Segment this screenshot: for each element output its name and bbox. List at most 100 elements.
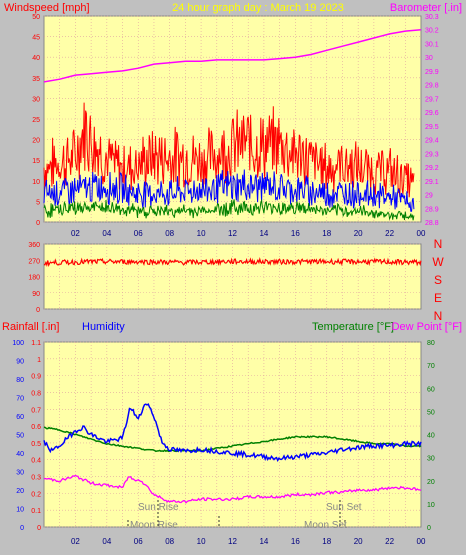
x-tick-label: 18 — [322, 537, 331, 546]
x-tick-label: 18 — [322, 229, 331, 238]
baro-tick-label: 29.1 — [425, 179, 439, 186]
compass-label: W — [432, 255, 444, 269]
baro-tick-label: 29.3 — [425, 151, 439, 158]
moonrise-label: Moon Rise — [130, 520, 178, 531]
baro-tick-label: 30.3 — [425, 14, 439, 21]
wind-tick-label: 30 — [32, 96, 40, 103]
x-tick-label: 02 — [71, 229, 80, 238]
climate-axes: 010203040506070809010000.10.20.30.40.50.… — [12, 340, 435, 546]
x-tick-label: 14 — [259, 537, 268, 546]
direction-tick-label: 270 — [28, 258, 40, 265]
wind-low-line — [43, 198, 415, 221]
sunset-label: Sun Set — [326, 502, 362, 513]
rain-tick-label: 1.1 — [31, 340, 41, 347]
x-tick-label: 20 — [354, 537, 363, 546]
x-tick-label: 06 — [134, 537, 143, 546]
humidity-tick-label: 70 — [16, 396, 24, 403]
baro-tick-label: 28.9 — [425, 206, 439, 213]
wind-average-line — [43, 169, 415, 212]
rain-tick-label: 0.7 — [31, 407, 41, 414]
humidity-tick-label: 90 — [16, 359, 24, 366]
rain-tick-label: 0 — [37, 525, 41, 532]
wind-gust-line — [43, 102, 415, 198]
temp-tick-label: 80 — [427, 340, 435, 347]
baro-tick-label: 30.1 — [425, 41, 439, 48]
x-tick-label: 06 — [134, 229, 143, 238]
compass-label: E — [434, 291, 442, 305]
rain-tick-label: 0.5 — [31, 441, 41, 448]
direction-series — [43, 257, 422, 268]
baro-tick-label: 29.8 — [425, 83, 439, 90]
wind-tick-label: 45 — [32, 35, 40, 42]
temperature-title: Temperature [°F] — [312, 321, 394, 333]
rain-title: Rainfall [.in] — [2, 321, 59, 333]
graph-title: 24 hour graph day : March 19 2023 — [172, 2, 344, 14]
direction-grid — [44, 243, 421, 310]
x-tick-label: 00 — [417, 229, 426, 238]
climate-series — [43, 403, 422, 504]
wind-axes: 0 5 10 15 20 25 30 35 40 45 50 28.8 28.9 29 29.1 29.2 29… — [32, 14, 439, 238]
baro-tick-label: 29.5 — [425, 124, 439, 131]
temp-tick-label: 70 — [427, 363, 435, 370]
rain-tick-label: 0.1 — [31, 508, 41, 515]
rain-tick-label: 0.8 — [31, 390, 41, 397]
x-tick-label: 12 — [228, 537, 237, 546]
temp-tick-label: 40 — [427, 433, 435, 440]
humidity-tick-label: 20 — [16, 488, 24, 495]
wind-title: Windspeed [mph] — [4, 2, 90, 14]
temp-tick-label: 10 — [427, 502, 435, 509]
x-tick-label: 14 — [259, 229, 268, 238]
humidity-line — [43, 403, 422, 463]
baro-tick-label: 29.6 — [425, 110, 439, 117]
humidity-tick-label: 10 — [16, 507, 24, 514]
x-tick-label: 16 — [291, 537, 300, 546]
humidity-tick-label: 30 — [16, 470, 24, 477]
wind-tick-label: 35 — [32, 76, 40, 83]
wind-tick-label: 15 — [32, 158, 40, 165]
wind-tick-label: 5 — [36, 199, 40, 206]
humidity-tick-label: 0 — [20, 525, 24, 532]
climate-grid — [44, 341, 421, 528]
x-tick-label: 08 — [165, 537, 174, 546]
compass-label: N — [434, 237, 443, 251]
humidity-tick-label: 60 — [16, 414, 24, 421]
wind-tick-label: 40 — [32, 55, 40, 62]
x-tick-label: 20 — [354, 229, 363, 238]
temp-tick-label: 60 — [427, 386, 435, 393]
temp-tick-label: 0 — [427, 525, 431, 532]
baro-tick-label: 29.2 — [425, 165, 439, 172]
direction-tick-label: 90 — [32, 291, 40, 298]
rain-tick-label: 0.6 — [31, 424, 41, 431]
x-tick-label: 00 — [417, 537, 426, 546]
astro-annotations: Sun Rise Moon Rise Sun Set Moon Set — [127, 500, 362, 531]
dewpoint-line — [43, 474, 422, 504]
barometer-line — [43, 28, 422, 83]
x-tick-label: 22 — [385, 537, 394, 546]
rain-tick-label: 0.9 — [31, 374, 41, 381]
moonset-label: Moon Set — [304, 520, 347, 531]
compass-label: S — [434, 273, 442, 287]
humidity-tick-label: 50 — [16, 433, 24, 440]
baro-tick-label: 28.8 — [425, 220, 439, 227]
baro-tick-label: 30.2 — [425, 28, 439, 35]
barometer-title: Barometer [.in] — [390, 2, 462, 14]
humidity-tick-label: 40 — [16, 451, 24, 458]
humidity-title: Humidity — [82, 321, 125, 333]
rain-tick-label: 0.3 — [31, 475, 41, 482]
rain-tick-label: 0.2 — [31, 491, 41, 498]
wind-tick-label: 25 — [32, 117, 40, 124]
humidity-tick-label: 80 — [16, 377, 24, 384]
x-tick-label: 10 — [197, 229, 206, 238]
direction-tick-label: 0 — [36, 307, 40, 314]
direction-tick-label: 360 — [28, 242, 40, 249]
rain-tick-label: 0.4 — [31, 458, 41, 465]
x-tick-label: 08 — [165, 229, 174, 238]
x-tick-label: 04 — [102, 229, 111, 238]
wind-tick-label: 0 — [36, 220, 40, 227]
temperature-line — [43, 426, 422, 453]
sunrise-label: Sun Rise — [138, 502, 179, 513]
temp-tick-label: 50 — [427, 409, 435, 416]
rain-tick-label: 1 — [37, 357, 41, 364]
